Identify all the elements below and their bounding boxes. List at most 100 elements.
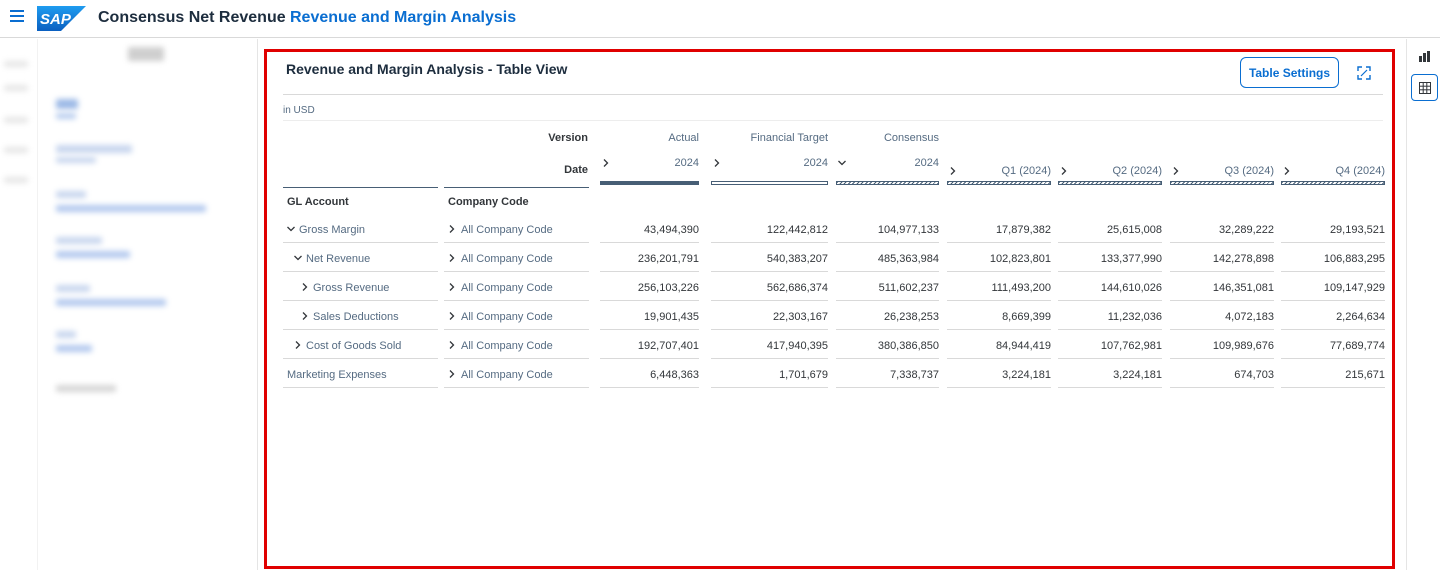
value-cell[interactable]: 3,224,181 [1113, 369, 1162, 381]
chevron-right-icon[interactable] [1282, 166, 1292, 176]
chevron-right-icon[interactable] [948, 166, 958, 176]
value-cell[interactable]: 146,351,081 [1212, 282, 1274, 294]
value-cell[interactable]: 17,879,382 [995, 224, 1051, 236]
gl-account-cell[interactable]: Gross Revenue [313, 282, 390, 294]
side-nav-item[interactable] [56, 191, 86, 198]
side-nav-item[interactable] [56, 331, 76, 338]
side-nav-item[interactable] [56, 251, 130, 258]
chevron-right-icon[interactable] [447, 340, 457, 350]
chevron-right-icon[interactable] [447, 224, 457, 234]
side-nav-item[interactable] [56, 237, 102, 244]
company-code-cell[interactable]: All Company Code [461, 340, 553, 352]
chevron-down-icon[interactable] [286, 224, 296, 234]
side-nav-item[interactable] [4, 61, 28, 67]
chevron-right-icon[interactable] [300, 311, 310, 321]
side-nav-item[interactable] [56, 157, 96, 163]
chevron-right-icon[interactable] [601, 158, 611, 168]
value-cell[interactable]: 133,377,990 [1100, 253, 1162, 265]
value-cell[interactable]: 25,615,008 [1106, 224, 1162, 236]
value-cell[interactable]: 417,940,395 [766, 340, 828, 352]
gl-account-cell[interactable]: Cost of Goods Sold [306, 340, 402, 352]
chevron-right-icon[interactable] [1059, 166, 1069, 176]
value-cell[interactable]: 22,303,167 [772, 311, 828, 323]
menu-icon[interactable] [10, 10, 24, 24]
value-cell[interactable]: 84,944,419 [995, 340, 1051, 352]
company-code-cell[interactable]: All Company Code [461, 369, 553, 381]
value-cell[interactable]: 562,686,374 [766, 282, 828, 294]
table-settings-button[interactable]: Table Settings [1240, 57, 1339, 88]
chevron-right-icon[interactable] [300, 282, 310, 292]
company-code-cell[interactable]: All Company Code [461, 253, 553, 265]
value-cell[interactable]: 107,762,981 [1100, 340, 1162, 352]
value-cell[interactable]: 102,823,801 [989, 253, 1051, 265]
side-nav-item[interactable] [4, 117, 28, 123]
gl-account-cell[interactable]: Sales Deductions [313, 311, 399, 323]
side-nav-item[interactable] [56, 299, 166, 306]
value-cell[interactable]: 26,238,253 [883, 311, 939, 323]
value-cell[interactable]: 2,264,634 [1336, 311, 1385, 323]
chevron-right-icon[interactable] [293, 340, 303, 350]
value-cell[interactable]: 19,901,435 [643, 311, 699, 323]
value-cell[interactable]: 4,072,183 [1225, 311, 1274, 323]
side-nav-item[interactable] [4, 177, 28, 183]
side-nav-item[interactable] [128, 47, 164, 61]
table-view-button[interactable] [1411, 74, 1438, 101]
value-cell[interactable]: 256,103,226 [637, 282, 699, 294]
value-cell[interactable]: 1,701,679 [779, 369, 828, 381]
value-cell[interactable]: 192,707,401 [637, 340, 699, 352]
value-cell[interactable]: 11,232,036 [1107, 311, 1162, 323]
value-cell[interactable]: 7,338,737 [890, 369, 939, 381]
value-cell[interactable]: 236,201,791 [637, 253, 699, 265]
value-cell[interactable]: 3,224,181 [1002, 369, 1051, 381]
value-cell[interactable]: 43,494,390 [643, 224, 699, 236]
chevron-down-icon[interactable] [837, 158, 847, 168]
side-nav-item[interactable] [56, 345, 92, 352]
chevron-right-icon[interactable] [1171, 166, 1181, 176]
value-cell[interactable]: 674,703 [1234, 369, 1274, 381]
value-cell[interactable]: 111,493,200 [991, 282, 1051, 294]
version-label: Version [548, 132, 588, 144]
side-nav-item[interactable] [4, 85, 28, 91]
value-cell[interactable]: 109,147,929 [1323, 282, 1385, 294]
value-cell[interactable]: 485,363,984 [877, 253, 939, 265]
value-cell[interactable]: 29,193,521 [1329, 224, 1385, 236]
value-cell[interactable]: 6,448,363 [650, 369, 699, 381]
chevron-right-icon[interactable] [712, 158, 722, 168]
row-divider [283, 329, 438, 330]
side-nav-item[interactable] [56, 145, 132, 153]
fullscreen-icon[interactable] [1357, 66, 1371, 80]
value-cell[interactable]: 8,669,399 [1002, 311, 1051, 323]
side-nav-item[interactable] [56, 285, 90, 292]
value-cell[interactable]: 380,386,850 [877, 340, 939, 352]
value-cell[interactable]: 106,883,295 [1323, 253, 1385, 265]
value-cell[interactable]: 144,610,026 [1100, 282, 1162, 294]
side-nav-item[interactable] [4, 147, 28, 153]
side-nav-item[interactable] [56, 205, 206, 212]
gl-account-cell[interactable]: Marketing Expenses [287, 369, 387, 381]
value-cell[interactable]: 32,289,222 [1218, 224, 1274, 236]
value-cell[interactable]: 540,383,207 [766, 253, 828, 265]
side-nav-item[interactable] [56, 113, 76, 119]
gl-account-cell[interactable]: Gross Margin [299, 224, 366, 236]
company-code-cell[interactable]: All Company Code [461, 224, 553, 236]
gl-account-cell[interactable]: Net Revenue [306, 253, 371, 265]
chart-view-button[interactable] [1411, 43, 1438, 70]
side-nav-item[interactable] [56, 99, 78, 109]
value-cell[interactable]: 77,689,774 [1329, 340, 1385, 352]
chevron-right-icon[interactable] [447, 369, 457, 379]
unit-divider [283, 120, 1383, 121]
chevron-down-icon[interactable] [293, 253, 303, 263]
value-cell[interactable]: 511,602,237 [878, 282, 939, 294]
chevron-right-icon[interactable] [447, 311, 457, 321]
value-cell[interactable]: 142,278,898 [1212, 253, 1274, 265]
value-cell[interactable]: 109,989,676 [1212, 340, 1274, 352]
value-cell[interactable]: 104,977,133 [877, 224, 939, 236]
value-cell[interactable]: 122,442,812 [766, 224, 828, 236]
side-nav-item[interactable] [56, 385, 116, 392]
page-title[interactable]: Revenue and Margin Analysis [290, 9, 517, 26]
company-code-cell[interactable]: All Company Code [461, 311, 553, 323]
chevron-right-icon[interactable] [447, 253, 457, 263]
company-code-cell[interactable]: All Company Code [461, 282, 553, 294]
chevron-right-icon[interactable] [447, 282, 457, 292]
value-cell[interactable]: 215,671 [1345, 369, 1385, 381]
